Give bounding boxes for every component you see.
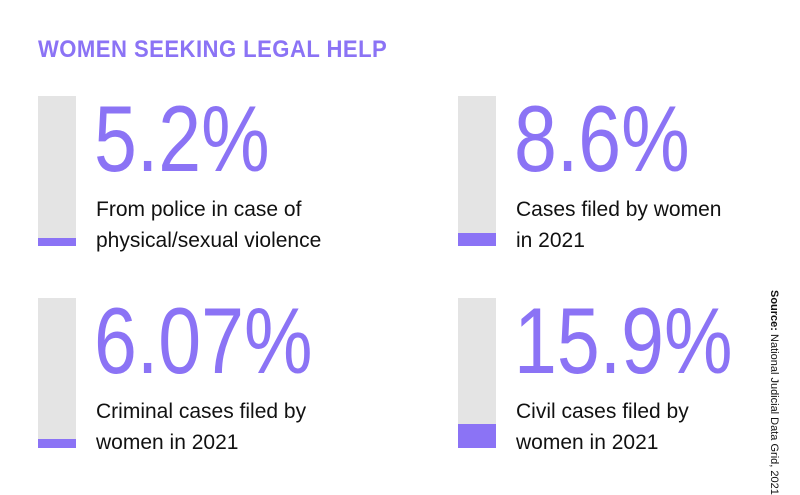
label-line-2-police-help: physical/sexual violence <box>96 229 322 252</box>
label-line-2-criminal-cases: women in 2021 <box>96 431 239 454</box>
label-line-1-civil-cases: Civil cases filed by <box>516 400 689 423</box>
label-line-2-civil-cases: women in 2021 <box>516 431 659 454</box>
value-cases-filed: 8.6% <box>514 86 690 191</box>
source-label: Source: <box>768 290 780 331</box>
bar-track-police-help <box>38 96 76 246</box>
chart-title: WOMEN SEEKING LEGAL HELP <box>38 36 388 63</box>
label-line-1-criminal-cases: Criminal cases filed by <box>96 400 307 423</box>
source-text: National Judicial Data Grid, 2021 <box>768 334 780 495</box>
bar-fill-civil-cases <box>458 424 496 448</box>
label-line-2-cases-filed: in 2021 <box>516 229 585 252</box>
bar-fill-criminal-cases <box>38 439 76 448</box>
value-civil-cases: 15.9% <box>514 288 733 393</box>
bar-fill-police-help <box>38 238 76 246</box>
label-line-1-cases-filed: Cases filed by women <box>516 198 722 221</box>
value-criminal-cases: 6.07% <box>94 288 313 393</box>
label-line-1-police-help: From police in case of <box>96 198 302 221</box>
bar-track-criminal-cases <box>38 298 76 448</box>
bar-track-civil-cases <box>458 298 496 448</box>
bar-fill-cases-filed <box>458 233 496 246</box>
value-police-help: 5.2% <box>94 86 270 191</box>
source-note: Source: National Judicial Data Grid, 202… <box>768 290 780 495</box>
bar-track-cases-filed <box>458 96 496 246</box>
